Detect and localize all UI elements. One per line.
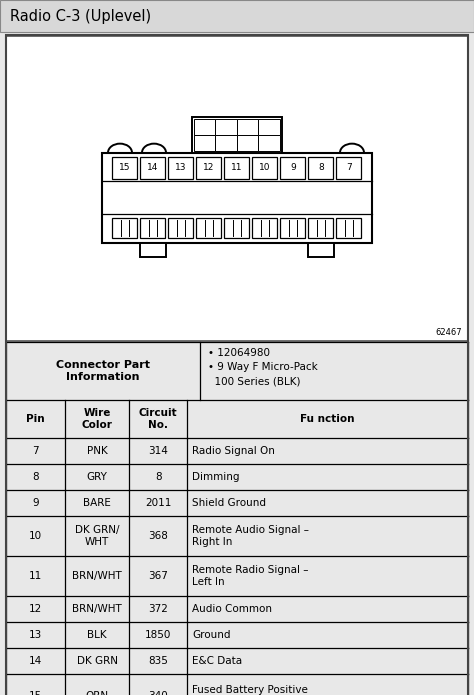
- Bar: [337, 156, 362, 179]
- Text: 10: 10: [259, 163, 271, 172]
- Text: • 12064980
• 9 Way F Micro-Pack
  100 Series (BLK): • 12064980 • 9 Way F Micro-Pack 100 Seri…: [208, 348, 318, 386]
- Text: E&C Data: E&C Data: [192, 656, 242, 666]
- Text: Pin: Pin: [26, 414, 45, 424]
- Bar: [281, 156, 306, 179]
- Text: 7: 7: [32, 446, 39, 456]
- Text: BARE: BARE: [83, 498, 111, 508]
- Bar: [102, 153, 372, 243]
- Text: 10: 10: [29, 531, 42, 541]
- Text: Fused Battery Positive
Voltage: Fused Battery Positive Voltage: [192, 685, 308, 695]
- Bar: [140, 218, 165, 238]
- Text: 13: 13: [175, 163, 187, 172]
- Text: 8: 8: [318, 163, 324, 172]
- Text: 8: 8: [155, 472, 162, 482]
- Text: 15: 15: [29, 691, 42, 695]
- Text: 9: 9: [32, 498, 39, 508]
- Text: Connector Part
Information: Connector Part Information: [56, 360, 150, 382]
- Text: Ground: Ground: [192, 630, 231, 640]
- Text: DK GRN: DK GRN: [76, 656, 118, 666]
- Bar: [253, 156, 277, 179]
- Text: Radio C-3 (Uplevel): Radio C-3 (Uplevel): [10, 8, 151, 24]
- Bar: [225, 218, 249, 238]
- Text: 372: 372: [148, 604, 168, 614]
- Bar: [216, 119, 237, 135]
- Bar: [258, 119, 280, 135]
- Text: 1850: 1850: [145, 630, 172, 640]
- Text: ORN: ORN: [85, 691, 109, 695]
- Bar: [0, 0, 474, 32]
- Bar: [168, 218, 193, 238]
- Text: 9: 9: [290, 163, 296, 172]
- Bar: [194, 135, 216, 151]
- Text: Wire
Color: Wire Color: [82, 408, 112, 430]
- Text: Shield Ground: Shield Ground: [192, 498, 266, 508]
- Text: Remote Audio Signal –
Right In: Remote Audio Signal – Right In: [192, 525, 309, 547]
- Text: 367: 367: [148, 571, 168, 581]
- Bar: [112, 218, 137, 238]
- Bar: [140, 156, 165, 179]
- Bar: [197, 218, 221, 238]
- Bar: [253, 218, 277, 238]
- Text: BRN/WHT: BRN/WHT: [72, 571, 122, 581]
- Text: Dimming: Dimming: [192, 472, 239, 482]
- Text: 14: 14: [29, 656, 42, 666]
- Bar: [237, 119, 258, 135]
- Text: Audio Common: Audio Common: [192, 604, 272, 614]
- Text: 12: 12: [203, 163, 215, 172]
- Text: 314: 314: [148, 446, 168, 456]
- Bar: [281, 218, 306, 238]
- Text: DK GRN/
WHT: DK GRN/ WHT: [75, 525, 119, 547]
- Bar: [192, 117, 282, 153]
- Text: 340: 340: [148, 691, 168, 695]
- Text: 7: 7: [346, 163, 352, 172]
- Text: BRN/WHT: BRN/WHT: [72, 604, 122, 614]
- Text: GRY: GRY: [87, 472, 108, 482]
- Bar: [309, 218, 334, 238]
- Bar: [308, 243, 334, 256]
- Text: 368: 368: [148, 531, 168, 541]
- Text: PNK: PNK: [87, 446, 108, 456]
- Bar: [309, 156, 334, 179]
- Text: 8: 8: [32, 472, 39, 482]
- Text: 11: 11: [29, 571, 42, 581]
- Bar: [197, 156, 221, 179]
- Bar: [216, 135, 237, 151]
- Text: 11: 11: [231, 163, 243, 172]
- Bar: [168, 156, 193, 179]
- Text: 15: 15: [119, 163, 131, 172]
- Text: 62467: 62467: [436, 328, 462, 337]
- Bar: [258, 135, 280, 151]
- Text: 13: 13: [29, 630, 42, 640]
- Text: Remote Radio Signal –
Left In: Remote Radio Signal – Left In: [192, 565, 309, 587]
- Text: 2011: 2011: [145, 498, 172, 508]
- Bar: [112, 156, 137, 179]
- Bar: [194, 119, 216, 135]
- Text: 14: 14: [147, 163, 159, 172]
- Bar: [225, 156, 249, 179]
- Bar: [6, 36, 468, 341]
- Text: Circuit
No.: Circuit No.: [139, 408, 178, 430]
- Text: Radio Signal On: Radio Signal On: [192, 446, 275, 456]
- Bar: [337, 218, 362, 238]
- Bar: [237, 135, 258, 151]
- Text: 12: 12: [29, 604, 42, 614]
- Text: BLK: BLK: [87, 630, 107, 640]
- Bar: [140, 243, 166, 256]
- Text: 835: 835: [148, 656, 168, 666]
- Text: Fu nction: Fu nction: [301, 414, 355, 424]
